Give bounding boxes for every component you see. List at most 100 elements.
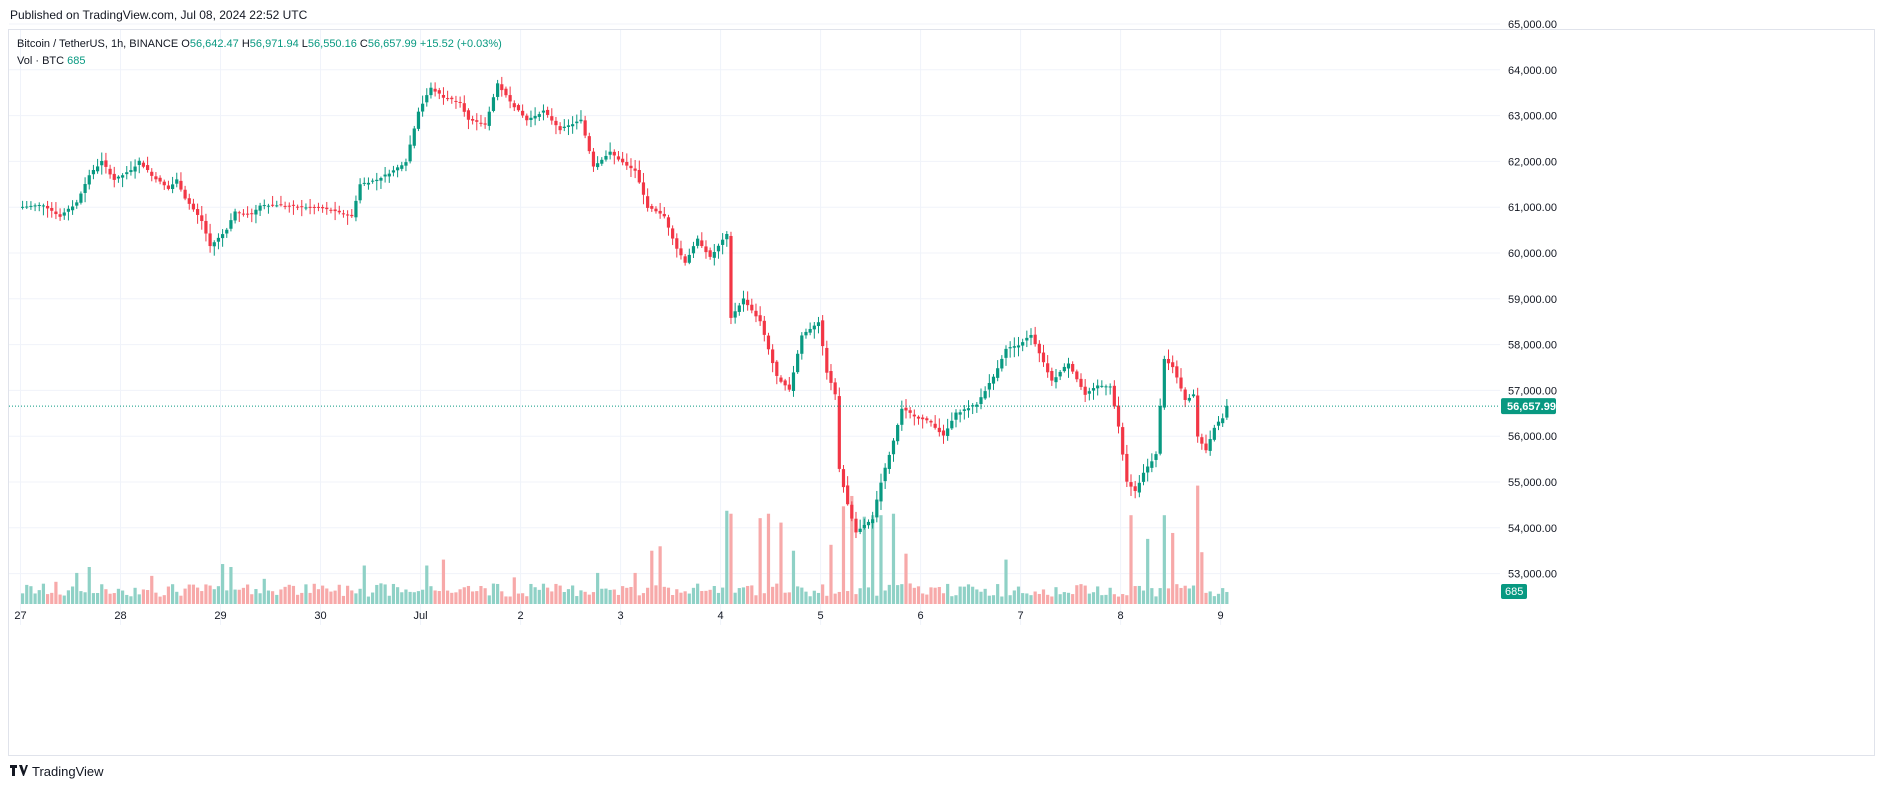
volume-bar [533, 587, 537, 604]
candle-body [1116, 405, 1121, 427]
volume-bar [175, 591, 179, 604]
candle-body [346, 214, 350, 216]
volume-bar [195, 587, 200, 604]
candle-body [579, 119, 583, 122]
x-tick-label: 28 [114, 610, 126, 622]
last-volume-label: 685 [1505, 586, 1523, 598]
candle-body [429, 87, 433, 96]
candle-body [975, 404, 979, 407]
volume-bar [1162, 515, 1166, 604]
legend-volume-value: 685 [67, 55, 86, 67]
candle-body [358, 184, 362, 201]
candle-body [716, 245, 721, 252]
volume-bar [1191, 585, 1196, 604]
candle-body [558, 126, 562, 131]
volume-bar [933, 587, 937, 604]
volume-bar [854, 594, 858, 604]
volume-bar [800, 587, 804, 604]
volume-bar [604, 588, 608, 604]
candle-body [441, 94, 446, 98]
candle-body [700, 240, 704, 247]
volume-bar [583, 591, 587, 604]
legend-close-label: C [359, 38, 368, 50]
candle-body [571, 124, 575, 127]
volume-bar [287, 584, 291, 604]
x-tick-label: 2 [517, 610, 523, 622]
candle-body [1046, 363, 1050, 373]
candle-body [1083, 386, 1087, 395]
volume-bar [1116, 596, 1121, 604]
candle-body [162, 181, 166, 186]
candle-body [1104, 386, 1108, 388]
candle-body [958, 412, 962, 415]
candle-body [208, 233, 212, 247]
candle-body [783, 380, 787, 386]
candle-body [629, 165, 633, 169]
candle-body [925, 418, 929, 421]
candle-body [650, 206, 654, 209]
volume-bar [200, 591, 204, 604]
candle-body [721, 239, 725, 245]
candle-body [83, 184, 87, 193]
volume-bar [525, 596, 529, 604]
candle-body [450, 97, 454, 100]
candle-body [808, 328, 812, 333]
volume-bar [54, 581, 58, 604]
legend-low-label: L [301, 38, 308, 50]
candle-body [204, 220, 208, 234]
volume-bar [666, 587, 671, 604]
volume-bar [979, 591, 983, 604]
y-tick-label: 60,000.00 [1508, 248, 1557, 260]
volume-bar [883, 590, 887, 604]
candle-body [37, 205, 41, 207]
candle-body [491, 97, 496, 111]
candle-body [1033, 334, 1037, 345]
brand-name[interactable]: TradingView [32, 764, 104, 779]
volume-bar [441, 559, 446, 604]
candle-body [112, 173, 116, 180]
volume-bar [304, 584, 308, 604]
candle-body [1079, 378, 1083, 387]
volume-bar [641, 593, 646, 604]
volume-bar [79, 591, 83, 604]
candle-body [362, 182, 366, 184]
volume-bar [1208, 591, 1212, 604]
volume-bar [366, 596, 371, 604]
volume-bar [291, 585, 296, 604]
volume-bar [971, 586, 975, 604]
candle-body [1025, 337, 1029, 341]
candle-body [550, 116, 554, 121]
x-tick-label: 3 [617, 610, 623, 622]
candle-body [671, 228, 675, 239]
candle-body [479, 122, 483, 124]
candle-body [1196, 395, 1200, 437]
volume-bar [1125, 595, 1129, 604]
candle-body [375, 179, 379, 182]
candle-body [966, 408, 971, 411]
volume-bar [83, 592, 87, 604]
candle-body [912, 414, 916, 417]
volume-bar [925, 594, 929, 604]
volume-bar [216, 586, 221, 604]
candle-body [800, 335, 804, 354]
volume-bar [891, 513, 896, 604]
candle-body [341, 213, 346, 215]
candle-body [779, 377, 783, 382]
legend-high-value: 56,971.94 [249, 38, 299, 50]
volume-bar [191, 584, 196, 604]
candle-body [33, 205, 37, 207]
volume-bar [1158, 588, 1162, 604]
candle-body [583, 120, 587, 136]
volume-bar [50, 592, 54, 604]
volume-bar [41, 583, 46, 604]
volume-bar [358, 588, 362, 604]
candle-body [850, 504, 854, 519]
volume-bar [416, 591, 421, 604]
volume-bar [921, 593, 925, 604]
volume-bar [1046, 594, 1050, 604]
volume-bar [579, 590, 583, 604]
candle-body [1137, 482, 1141, 493]
candle-body [921, 417, 925, 420]
volume-bar [671, 595, 675, 604]
